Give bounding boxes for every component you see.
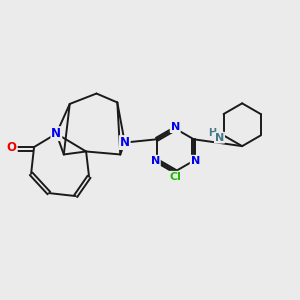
Text: Cl: Cl bbox=[169, 172, 181, 182]
Text: O: O bbox=[7, 140, 17, 154]
Text: N: N bbox=[151, 156, 160, 166]
Text: N: N bbox=[120, 136, 130, 149]
Text: N: N bbox=[215, 133, 224, 143]
Text: N: N bbox=[191, 156, 200, 166]
Text: H: H bbox=[208, 128, 217, 138]
Text: N: N bbox=[51, 127, 62, 140]
Text: N: N bbox=[171, 122, 180, 132]
